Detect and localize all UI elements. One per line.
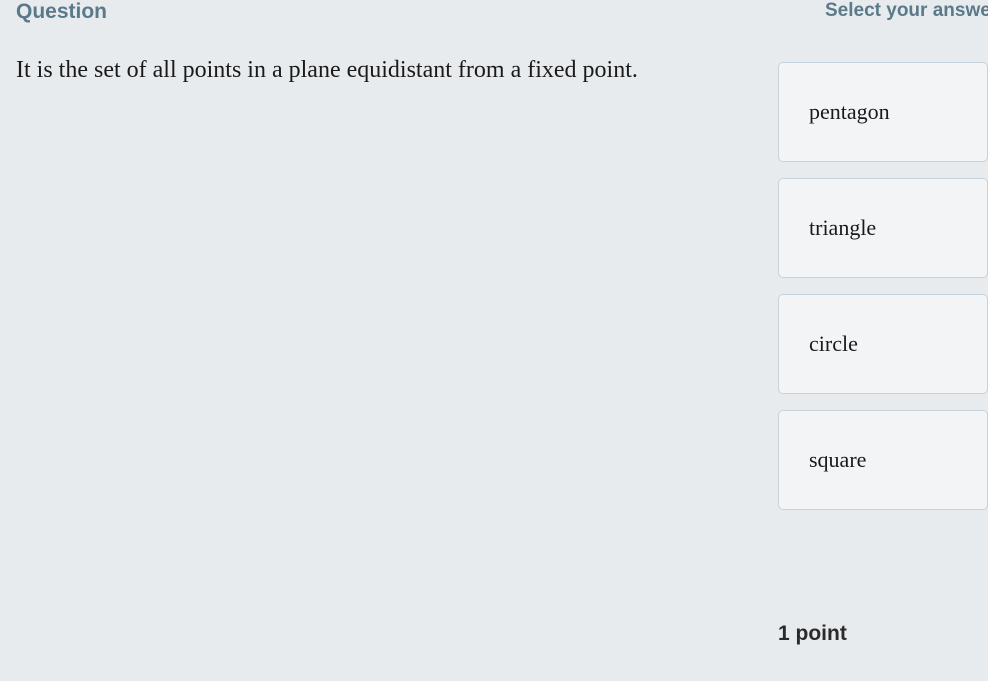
answer-option-label: pentagon [809,99,890,124]
question-heading: Question [16,0,107,24]
answer-list: pentagon triangle circle square [778,62,988,510]
answer-option-circle[interactable]: circle [778,294,988,394]
answer-option-pentagon[interactable]: pentagon [778,62,988,162]
answer-option-label: circle [809,331,858,356]
answer-option-triangle[interactable]: triangle [778,178,988,278]
question-text: It is the set of all points in a plane e… [16,48,656,94]
point-value: 1 point [778,622,847,646]
answer-option-label: square [809,447,866,472]
select-answer-heading: Select your answer [825,0,988,22]
answer-option-label: triangle [809,215,876,240]
answer-option-square[interactable]: square [778,410,988,510]
